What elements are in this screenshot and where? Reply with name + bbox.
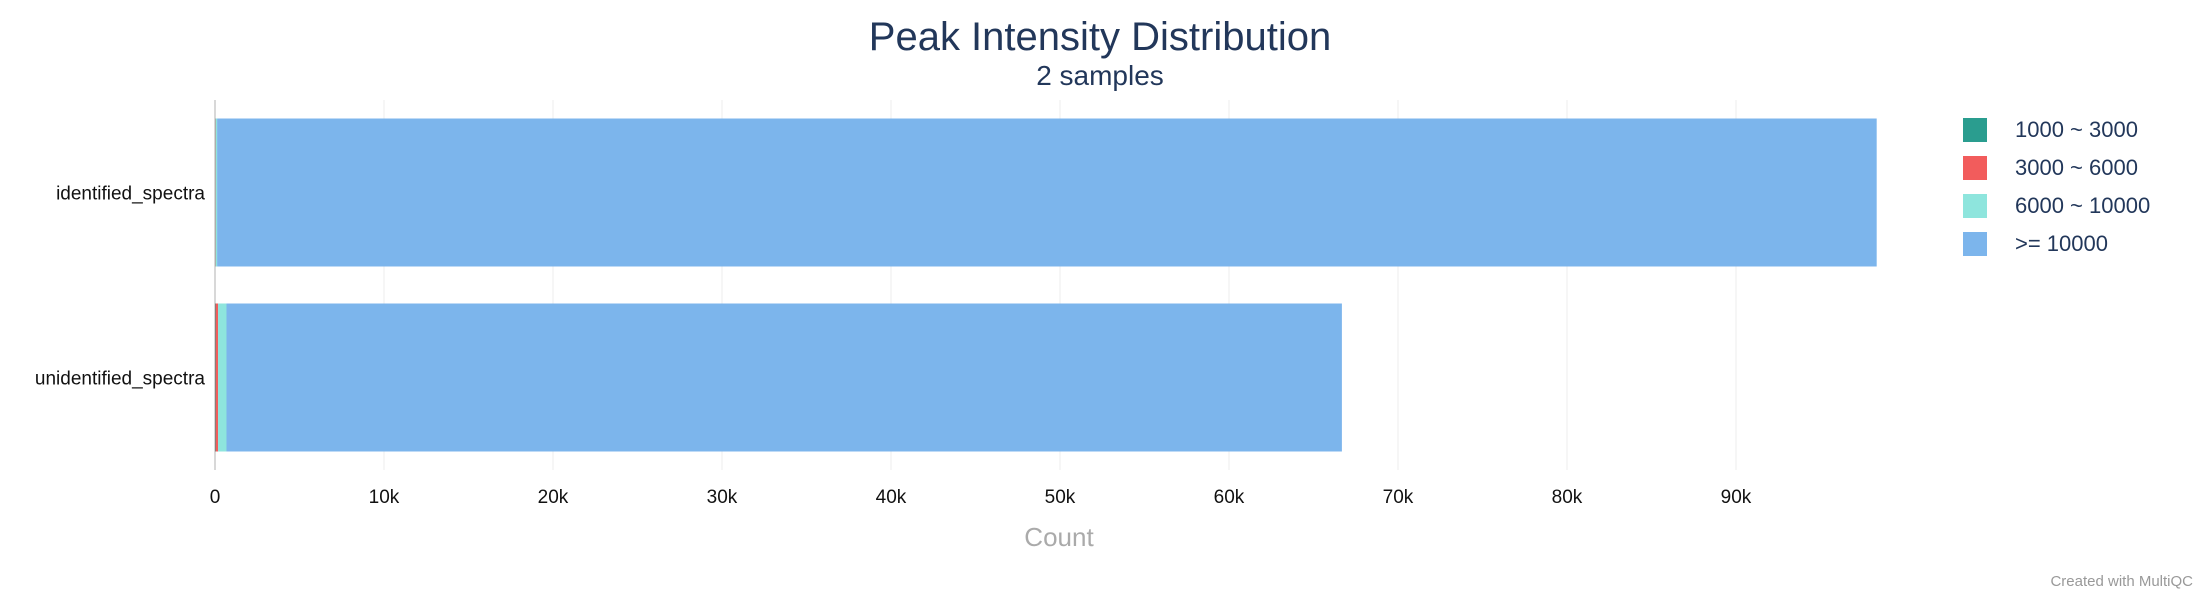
x-axis-title: Count: [1024, 522, 1094, 552]
category-labels: identified_spectra unidentified_spectra: [35, 184, 206, 390]
legend-label[interactable]: 1000 ~ 3000: [2015, 117, 2138, 142]
x-tick-labels: 0 10k 20k 30k 40k 50k 60k 70k 80k 90k: [210, 487, 1752, 508]
legend-swatch[interactable]: [1963, 156, 1987, 180]
x-tick-label: 60k: [1214, 487, 1245, 508]
bar-segment[interactable]: [215, 118, 218, 267]
x-tick-label: 80k: [1552, 487, 1583, 508]
x-tick-label: 70k: [1383, 487, 1414, 508]
bar-segment[interactable]: [215, 303, 216, 452]
bar-segment[interactable]: [217, 118, 1877, 267]
bar-segment[interactable]: [226, 303, 1342, 452]
credit-text: Created with MultiQC: [2050, 573, 2193, 590]
legend-label[interactable]: >= 10000: [2015, 231, 2108, 256]
bar-segment[interactable]: [215, 303, 219, 452]
legend: 1000 ~ 3000 3000 ~ 6000 6000 ~ 10000 >= 100…: [1963, 117, 2150, 256]
legend-swatch[interactable]: [1963, 194, 1987, 218]
x-tick-label: 40k: [876, 487, 907, 508]
chart-subtitle: 2 samples: [1036, 60, 1164, 91]
x-tick-label: 10k: [369, 487, 400, 508]
legend-swatch[interactable]: [1963, 118, 1987, 142]
legend-swatch[interactable]: [1963, 232, 1987, 256]
x-tick-label: 0: [210, 487, 221, 508]
legend-label[interactable]: 6000 ~ 10000: [2015, 193, 2150, 218]
category-label: unidentified_spectra: [35, 369, 205, 390]
x-tick-label: 30k: [707, 487, 738, 508]
category-label: identified_spectra: [56, 184, 205, 205]
chart-title: Peak Intensity Distribution: [869, 15, 1331, 59]
x-tick-label: 90k: [1721, 487, 1752, 508]
legend-label[interactable]: 3000 ~ 6000: [2015, 155, 2138, 180]
x-tick-label: 50k: [1045, 487, 1076, 508]
bar-segment[interactable]: [218, 303, 227, 452]
bars: [215, 118, 1877, 452]
x-tick-label: 20k: [538, 487, 569, 508]
